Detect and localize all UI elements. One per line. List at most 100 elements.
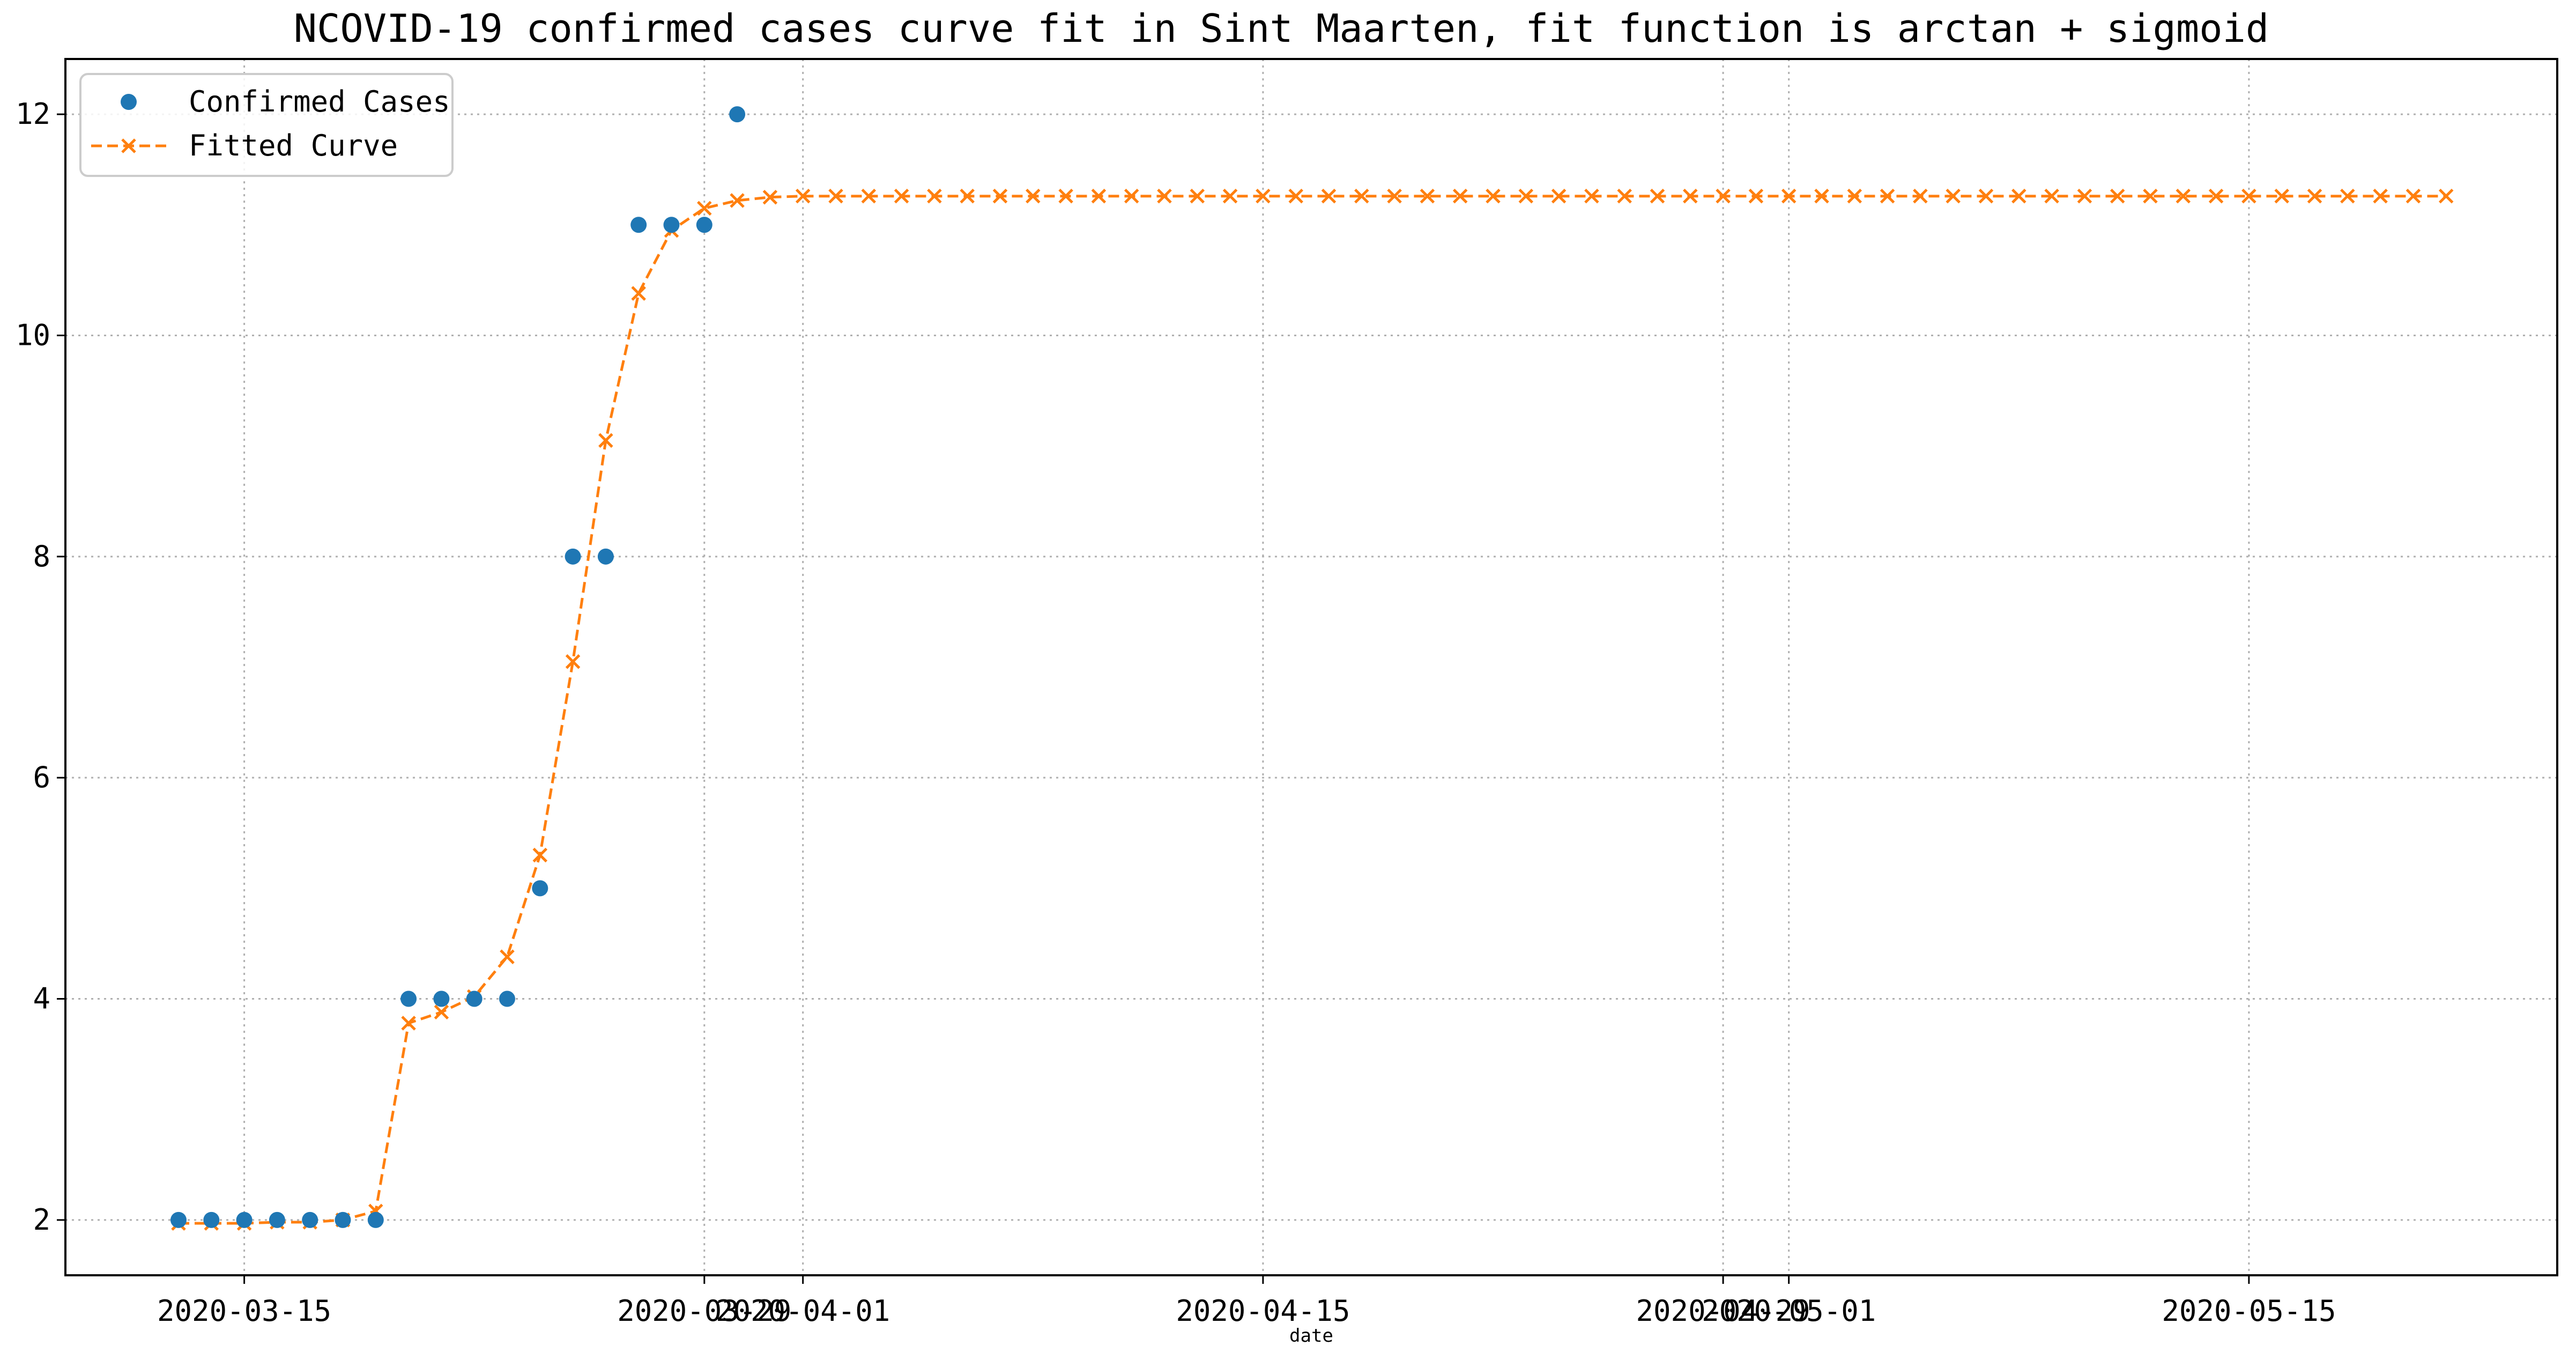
fitted-curve-point	[1124, 188, 1139, 204]
fitted-curve-point	[1420, 188, 1435, 204]
fitted-curve-point	[2044, 188, 2059, 204]
x-tick-label: 2020-03-29	[617, 1294, 791, 1328]
y-tick-label: 8	[33, 539, 50, 573]
legend-fitted-curve-label: Fitted Curve	[189, 129, 398, 162]
legend-fitted-curve-marker	[121, 138, 136, 153]
x-tick-label: 2020-04-01	[716, 1294, 890, 1328]
confirmed-case-point	[236, 1211, 253, 1228]
chart-title: NCOVID-19 confirmed cases curve fit in S…	[294, 6, 2269, 51]
fitted-curve-point	[762, 189, 778, 205]
x-tick-label: 2020-05-15	[2162, 1294, 2336, 1328]
fitted-curve-point	[1617, 188, 1632, 204]
fitted-curve-point	[1683, 188, 1698, 204]
fitted-curve-point	[2241, 188, 2256, 204]
fitted-curve-point	[1551, 188, 1567, 204]
confirmed-case-point	[367, 1211, 384, 1228]
confirmed-case-point	[466, 991, 482, 1007]
fitted-curve-point	[434, 1004, 449, 1020]
fitted-curve-point	[532, 847, 548, 863]
fitted-curve-point	[1716, 188, 1731, 204]
fitted-curve-point	[1321, 188, 1337, 204]
fitted-curve-point	[2340, 188, 2355, 204]
fitted-curve-point	[992, 188, 1008, 204]
confirmed-case-point	[696, 217, 712, 233]
fitted-curve-point	[1354, 188, 1369, 204]
fitted-curve-point	[2406, 188, 2421, 204]
x-tick-label: 2020-04-15	[1176, 1294, 1350, 1328]
fitted-curve-point	[1650, 188, 1665, 204]
fitted-curve-point	[2274, 188, 2289, 204]
fitted-curve-point	[1091, 188, 1107, 204]
y-tick-label: 2	[33, 1203, 50, 1237]
fitted-curve-point	[1814, 188, 1829, 204]
fitted-curve-point	[1518, 188, 1534, 204]
fitted-curve-point	[730, 193, 745, 208]
fitted-curve-point	[1913, 188, 1928, 204]
confirmed-case-point	[269, 1211, 285, 1228]
fitted-curve-point	[1978, 188, 1994, 204]
fitted-curve-point	[2373, 188, 2388, 204]
legend-confirmed-cases-marker	[121, 94, 137, 110]
y-tick-label: 4	[33, 982, 50, 1016]
y-tick-label: 6	[33, 760, 50, 794]
fitted-curve-point	[1748, 188, 1764, 204]
fitted-curve-point	[697, 201, 712, 216]
fitted-curve-point	[861, 188, 877, 204]
confirmed-case-point	[499, 991, 515, 1007]
confirmed-case-point	[203, 1211, 220, 1228]
confirmed-case-point	[400, 991, 417, 1007]
fitted-curve-point	[1781, 188, 1796, 204]
y-tick-label: 12	[16, 97, 50, 131]
fitted-curve-point	[1387, 188, 1402, 204]
fitted-curve-point	[2208, 188, 2224, 204]
fitted-curve-point	[828, 188, 843, 204]
legend-confirmed-cases-label: Confirmed Cases	[189, 85, 450, 119]
confirmed-case-point	[302, 1211, 318, 1228]
fitted-curve-point	[927, 188, 942, 204]
confirmed-case-point	[630, 217, 647, 233]
fitted-curve-point	[894, 188, 909, 204]
fitted-curve-point	[1222, 188, 1238, 204]
x-tick-label: 2020-05-01	[1702, 1294, 1876, 1328]
fitted-curve-point	[1256, 188, 1271, 204]
plot-frame	[64, 58, 2558, 1276]
fitted-curve-point	[1026, 188, 1041, 204]
fitted-curve-point	[2143, 188, 2158, 204]
fitted-curve-point	[1190, 188, 1205, 204]
fitted-curve-point	[1157, 188, 1172, 204]
y-tick-label: 10	[16, 318, 50, 352]
fitted-curve-point	[1847, 188, 1862, 204]
fitted-curve-point	[960, 188, 975, 204]
fitted-curve-point	[2011, 188, 2026, 204]
fitted-curve-point	[631, 286, 646, 301]
x-tick-label: 2020-03-15	[157, 1294, 331, 1328]
fitted-curve-point	[565, 654, 581, 669]
fitted-curve-point	[401, 1016, 416, 1031]
y-axis-ticks: 2 4 6 8 10 12	[16, 97, 65, 1237]
fitted-curve-point	[1058, 188, 1073, 204]
confirmed-case-point	[532, 880, 548, 897]
confirmed-case-point	[170, 1211, 187, 1228]
x-axis-label: date	[1289, 1325, 1333, 1347]
fitted-curve-point	[1946, 188, 1961, 204]
fitted-curve-point	[1486, 188, 1501, 204]
legend-box	[79, 73, 454, 177]
confirmed-case-point	[565, 548, 581, 565]
fitted-curve-markers	[171, 188, 2454, 1231]
fitted-curve-series	[179, 195, 2446, 1225]
fitted-curve-point	[1584, 188, 1599, 204]
legend: Confirmed Cases Fitted Curve	[79, 73, 454, 177]
confirmed-case-point	[597, 548, 614, 565]
fitted-curve-point	[2438, 188, 2454, 204]
fitted-curve-point	[500, 949, 515, 964]
confirmed-cases-markers	[170, 106, 746, 1228]
confirmed-case-point	[433, 991, 450, 1007]
fitted-curve-point	[1452, 188, 1468, 204]
x-tick-label: 2020-04-29	[1636, 1294, 1810, 1328]
fitted-curve-point	[2307, 188, 2322, 204]
fitted-curve-point	[1880, 188, 1895, 204]
confirmed-case-point	[335, 1211, 351, 1228]
fitted-curve-point	[2110, 188, 2125, 204]
